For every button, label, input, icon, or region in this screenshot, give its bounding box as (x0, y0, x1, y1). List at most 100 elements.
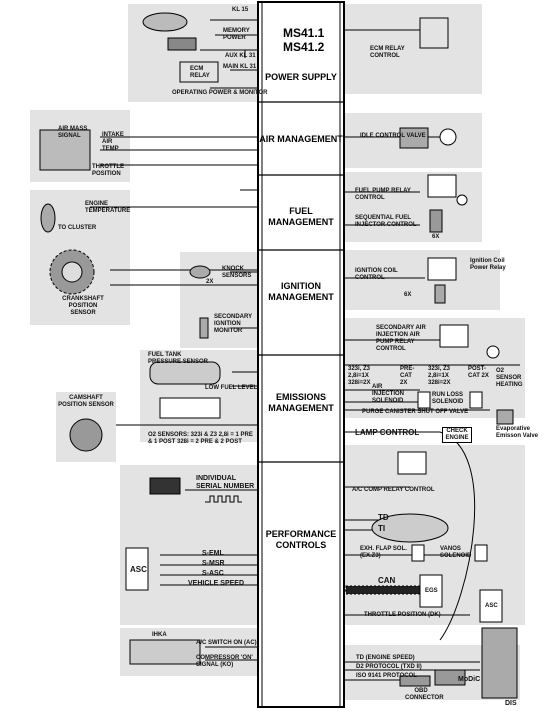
label-obd-connector: OBD CONNECTOR (405, 688, 444, 701)
ignition-key-icon (142, 12, 188, 32)
label-injector-count: 6X (432, 234, 440, 240)
purge-valve-icon (417, 391, 431, 409)
label-post-cat: POST-CAT 2X (468, 366, 489, 379)
label-asc: ASC (130, 565, 147, 574)
knock-sensor-icon (189, 265, 211, 279)
fuel-level-gauge-icon (149, 361, 221, 385)
label-idle-control-valve: IDLE CONTROL VALVE (360, 133, 426, 139)
exh-flap-icon (411, 544, 425, 562)
label-operating-power: OPERATING POWER & MONITOR (172, 90, 268, 96)
section-emissions-management: EMISSIONS MANAGEMENT (268, 392, 334, 413)
battery-icon (167, 37, 197, 51)
idle-valve-icon (399, 127, 429, 149)
crankshaft-hub-icon (61, 261, 83, 283)
section-performance-controls: PERFORMANCE CONTROLS (265, 529, 337, 550)
label-ac-relay: A/C COMP RELAY CONTROL (352, 487, 435, 493)
label-ignition-coil-control: IGNITION COIL CONTROL (355, 268, 398, 281)
label-fuel-tank-pressure: FUEL TANK PRESSURE SENSOR (148, 352, 209, 365)
label-exh-flap: EXH. FLAP SOL. (EX.Z3) (360, 546, 407, 559)
temp-sensor-icon (40, 203, 56, 233)
label-sequential-injector: SEQUENTIAL FUEL INJECTOR CONTROL (355, 215, 417, 228)
label-air-injection-solenoid: AIR INJECTION SOLENOID (372, 384, 405, 404)
label-to-cluster: TO CLUSTER (58, 225, 97, 231)
label-secondary-air: SECONDARY AIR INJECTION AIR PUMP RELAY C… (376, 325, 426, 352)
label-coil-count: 6X (404, 292, 412, 298)
o2-sensor-array-icon (159, 397, 221, 419)
secondary-air-relay-icon (439, 324, 469, 348)
label-iso-9141: ISO 9141 PROTOCOL (356, 673, 417, 679)
section-ignition-management: IGNITION MANAGEMENT (268, 281, 334, 302)
power-right-panel (345, 4, 482, 94)
label-s-msr: S-MSR (202, 560, 225, 567)
label-asc-box: ASC (485, 603, 498, 609)
label-evap-valve: Evaporative Emisson Valve (496, 426, 539, 439)
modic-icon (434, 669, 466, 686)
label-o2-sensors-note: O2 SENSORS: 323i & Z3 2,8i = 1 PRE & 1 P… (148, 432, 253, 445)
label-td: TD (378, 513, 389, 522)
obd-connector-icon (399, 675, 431, 687)
ecm-title-line1: MS41.1 (283, 26, 325, 40)
label-egs: EGS (425, 588, 438, 594)
section-air-management: AIR MANAGEMENT (259, 134, 343, 144)
air-mass-meter-icon (39, 129, 91, 171)
label-dis: DIS (505, 700, 517, 707)
label-s-asc: S-ASC (202, 570, 224, 577)
label-compressor-on: COMPRESSOR 'ON' SIGNAL (KO) (196, 655, 253, 668)
label-can: CAN (378, 576, 396, 585)
evap-valve-icon (496, 409, 514, 425)
label-s-eml: S-EML (202, 550, 224, 557)
label-pre-cat-left: PRE-CAT 2X (400, 366, 415, 386)
label-vanos: VANOS SOLENOID (440, 546, 472, 559)
section-power-supply: POWER SUPPLY (265, 72, 337, 82)
fuel-pump-relay-icon (427, 174, 457, 198)
label-knock-sensors: KNOCK SENSORS (222, 266, 252, 279)
label-pre-cat-right-spec: 323i, Z3 2,8i=1X 328i=2X (428, 366, 451, 386)
label-vehicle-speed: VEHICLE SPEED (188, 580, 245, 587)
label-throttle-position: THROTTLE POSITION (92, 164, 124, 177)
ac-relay-icon (397, 451, 427, 475)
label-fuel-pump-relay: FUEL PUMP RELAY CONTROL (355, 188, 411, 201)
fuel-pump-icon (456, 194, 468, 206)
label-ecm-relay-control: ECM RELAY CONTROL (370, 46, 405, 59)
camshaft-icon (69, 418, 103, 452)
injector-icon (429, 209, 443, 233)
label-secondary-ignition: SECONDARY IGNITION MONITOR (214, 314, 253, 334)
ignition-right-panel (345, 250, 500, 310)
ecm-title-line2: MS41.2 (283, 40, 325, 54)
ignition-coil-icon (434, 284, 446, 304)
air-pump-motor-icon (486, 345, 500, 359)
label-air-mass-signal: AIR MASS SIGNAL (58, 126, 88, 139)
run-loss-solenoid-icon (469, 391, 483, 409)
performance-left-panel (120, 465, 258, 625)
label-engine-temperature: ENGINE TEMPERATURE (85, 201, 131, 214)
serial-pulse-icon (205, 495, 242, 503)
label-knock-count: 2X (206, 279, 214, 285)
label-ignition-coil-relay: Ignition Coil Power Relay (470, 258, 506, 271)
label-intake-air-temp: INTAKE AIR TEMP (102, 132, 124, 152)
label-o2-heating: O2 SENSOR HEATING (496, 368, 523, 388)
label-camshaft-sensor: CAMSHAFT POSITION SENSOR (58, 395, 114, 408)
can-bus-icon (345, 585, 422, 595)
label-run-loss-solenoid: RUN LOSS SOLENOID (432, 392, 464, 405)
asc-box-icon (479, 589, 503, 623)
label-d2-protocol: D2 PROTOCOL (TXD II) (356, 664, 422, 670)
fuel-right-panel (345, 172, 482, 242)
label-aux-kl31: AUX KL 31 (225, 53, 256, 59)
label-serial-number: INDIVIDUAL SERIAL NUMBER (196, 475, 255, 490)
idle-motor-icon (439, 128, 457, 146)
label-ti: TI (378, 524, 386, 533)
label-main-kl31: MAIN KL 31 (223, 64, 257, 70)
label-throttle-dk: THROTTLE POSITION (DK) (364, 612, 441, 618)
label-td-engine-speed: TD (ENGINE SPEED) (356, 655, 415, 661)
label-purge-canister: PURGE CANISTER SHUT OFF VALVE (362, 409, 469, 415)
check-engine-lamp: CHECK ENGINE (442, 427, 472, 443)
ignition-coil-relay-icon (427, 257, 457, 281)
label-crankshaft-sensor: CRANKSHAFT POSITION SENSOR (62, 296, 104, 316)
emissions-right-panel (345, 318, 525, 418)
label-ac-switch: A/C SWITCH ON (AC) (196, 640, 257, 646)
label-ihka: IHKA (152, 632, 167, 638)
section-fuel-management: FUEL MANAGEMENT (268, 206, 334, 227)
spark-plug-icon (199, 317, 209, 339)
label-modic: MoDiC (458, 676, 481, 683)
